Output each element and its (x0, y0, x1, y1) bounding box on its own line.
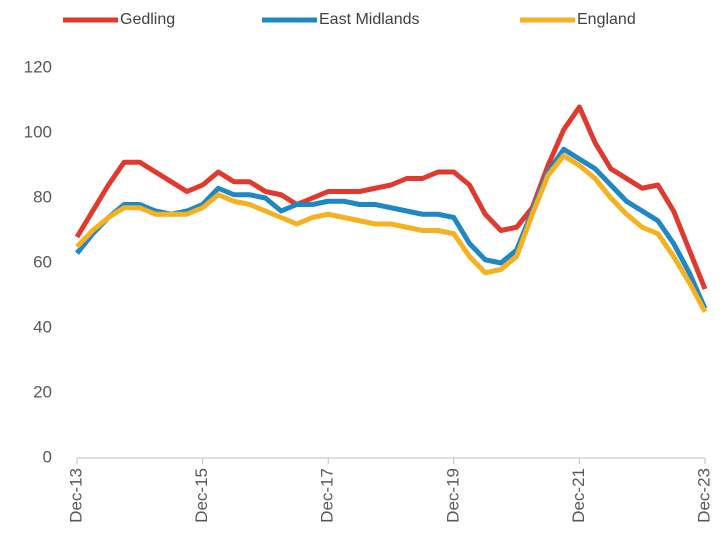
y-tick-label: 120 (24, 57, 52, 76)
series-line (75, 153, 708, 313)
y-tick-label: 80 (33, 187, 52, 206)
y-tick-label: 100 (24, 122, 52, 141)
x-tick-label: Dec-19 (443, 468, 462, 523)
series-line (75, 146, 708, 310)
y-tick-label: 20 (33, 382, 52, 401)
y-tick-label: 40 (33, 317, 52, 336)
x-tick-label: Dec-17 (318, 468, 337, 523)
y-tick-label: 60 (33, 252, 52, 271)
series-line (74, 104, 708, 290)
x-tick-label: Dec-13 (66, 468, 85, 523)
x-tick-label: Dec-15 (192, 468, 211, 523)
legend-label: Gedling (120, 11, 175, 28)
legend-label: England (577, 11, 636, 28)
legend-label: East Midlands (319, 11, 420, 28)
x-tick-label: Dec-21 (569, 468, 588, 523)
y-tick-label: 0 (43, 447, 52, 466)
x-tick-label: Dec-23 (694, 468, 713, 523)
